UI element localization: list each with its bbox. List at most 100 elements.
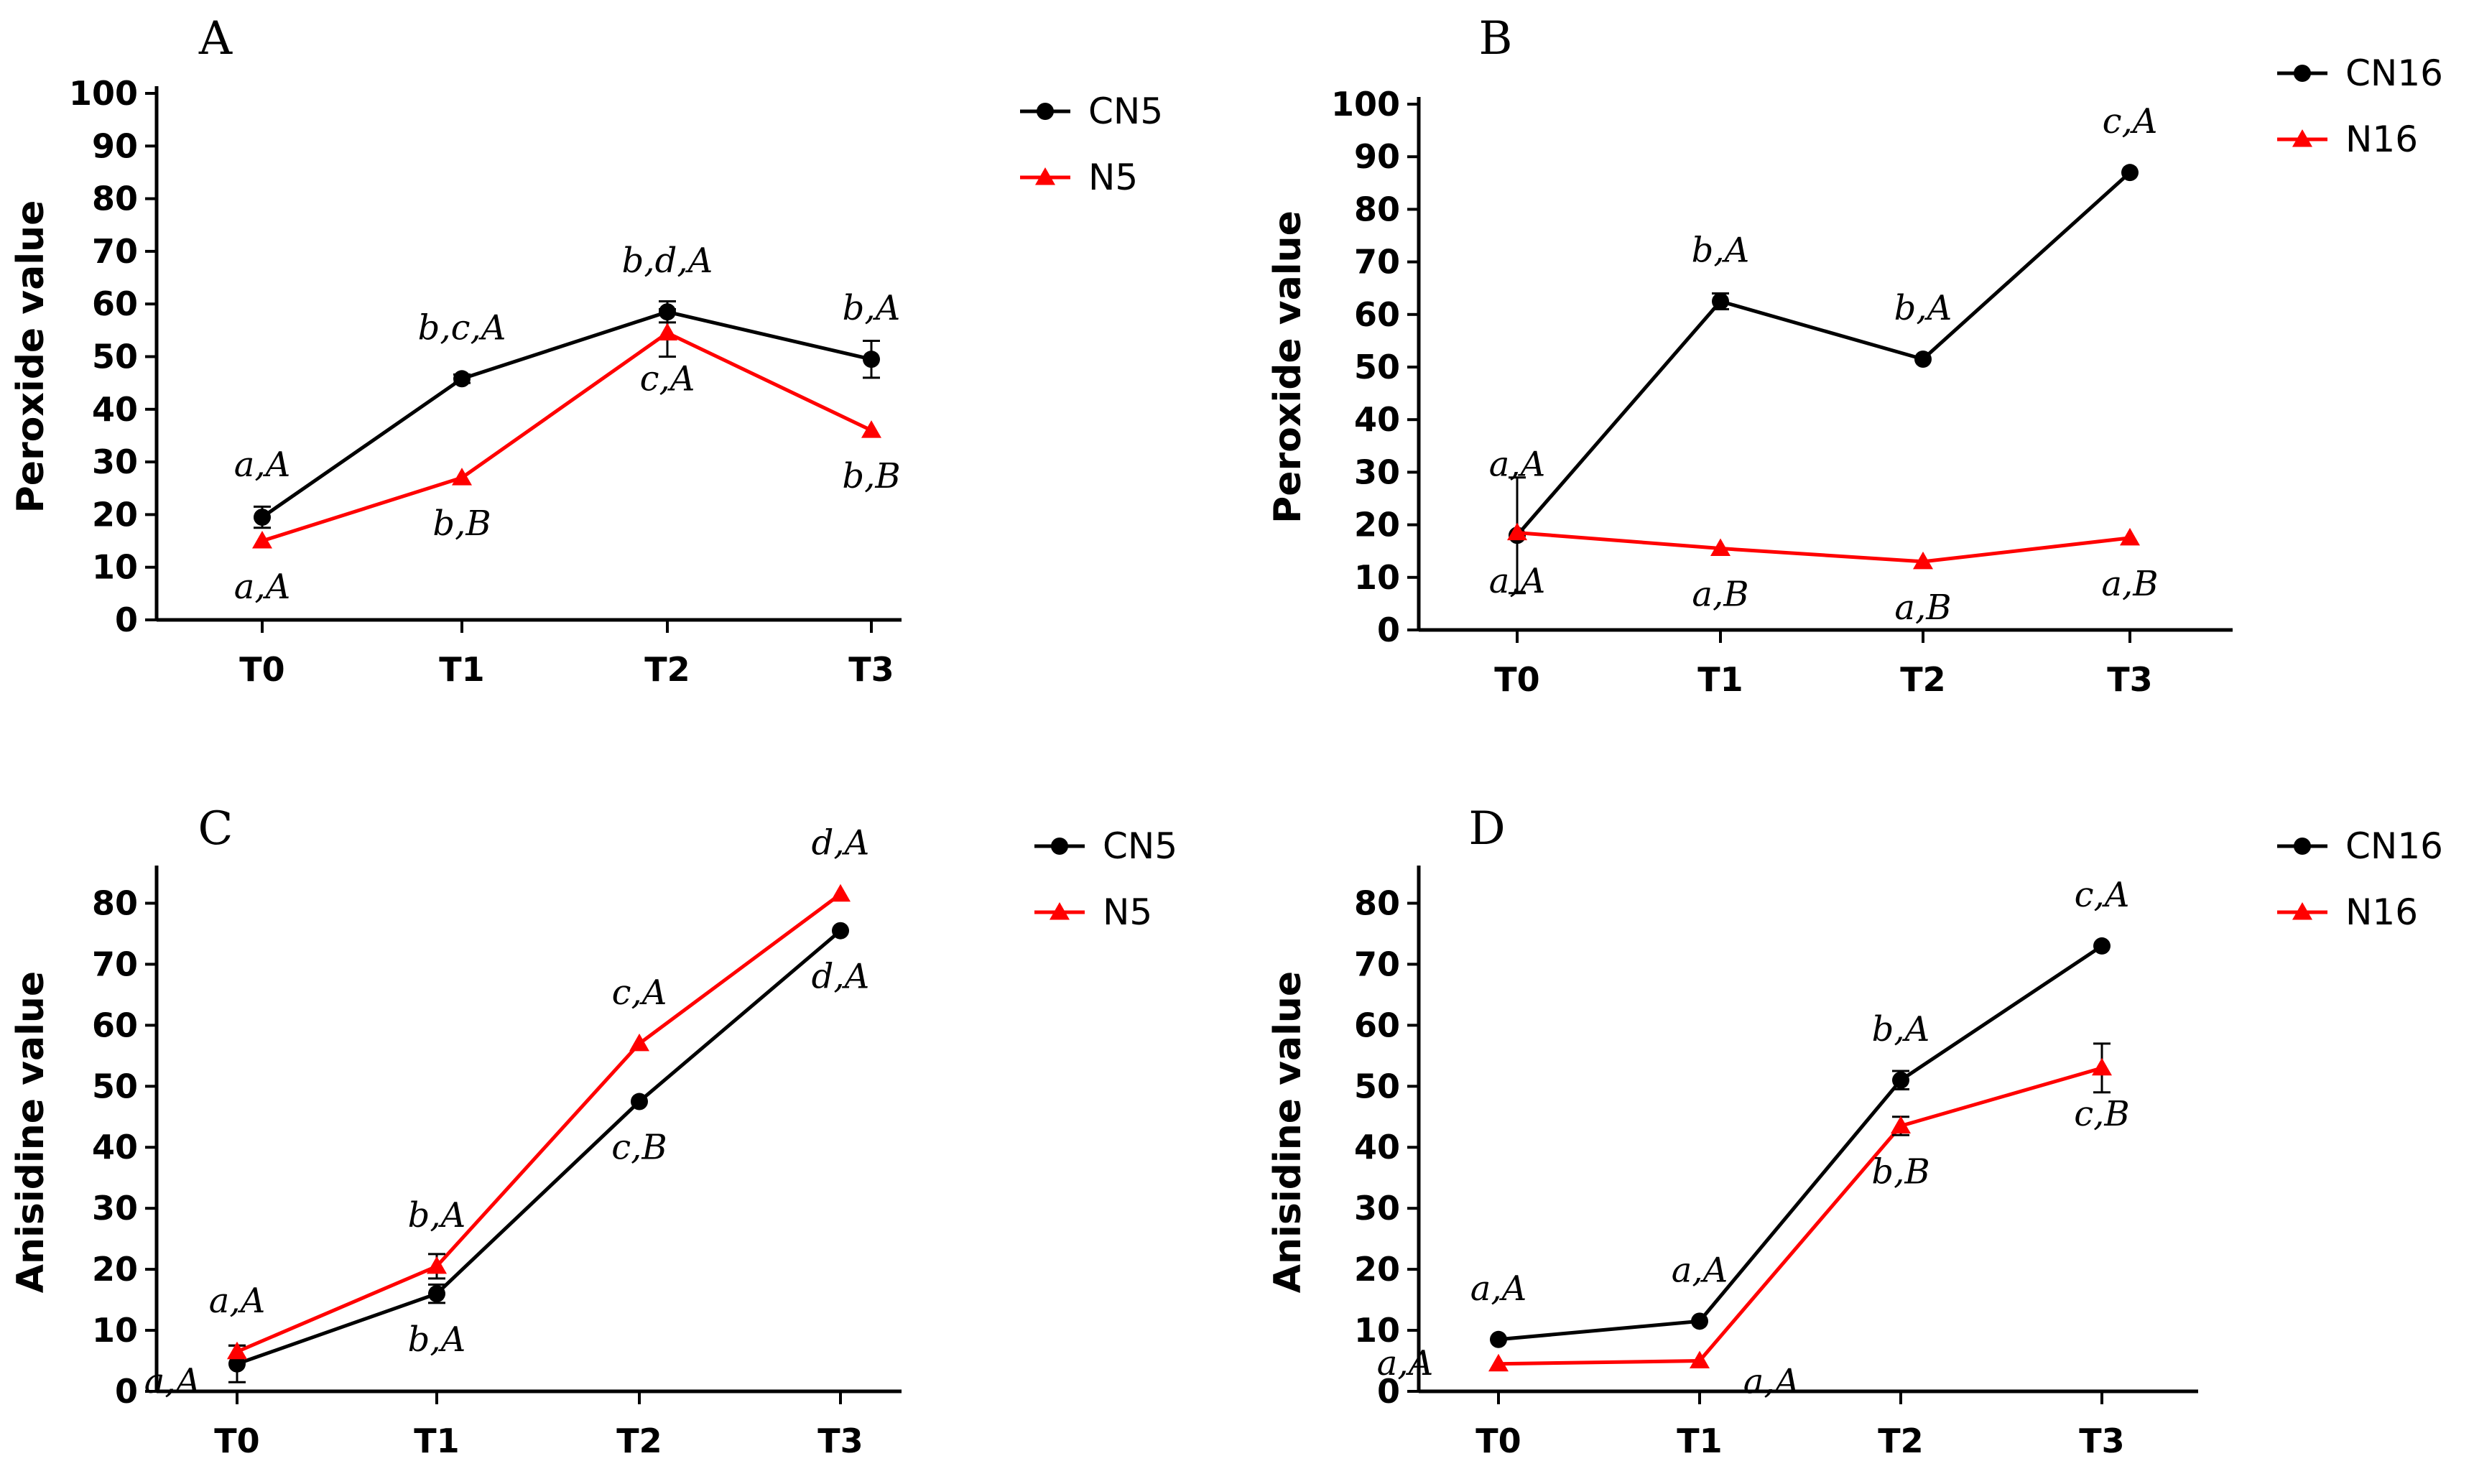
data-point [254,509,271,527]
panel-label: D [1468,802,1505,855]
x-tick-label: T3 [2079,1422,2124,1460]
significance-label: a,A [1489,561,1546,601]
y-tick-label: 100 [69,74,138,113]
y-tick-label: 20 [92,495,138,534]
data-point [427,1256,447,1274]
data-point [1488,1353,1509,1372]
x-tick-label: T1 [1697,660,1743,699]
significance-label: a,A [234,445,291,485]
significance-label: c,B [2074,1094,2129,1134]
y-tick-label: 0 [115,1372,138,1411]
significance-label: c,A [612,973,667,1013]
data-point [832,922,849,940]
significance-label: b,A [1692,231,1750,271]
significance-label: a,B [1692,575,1748,615]
data-point [453,370,471,388]
data-point [1892,1071,1909,1089]
data-point [861,420,881,438]
data-point [830,884,851,902]
significance-label: a,A [1377,1343,1434,1383]
data-point [227,1341,247,1360]
x-tick-label: T1 [414,1422,459,1460]
significance-label: b,B [1871,1152,1929,1192]
data-point [1507,522,1527,541]
series-N16: a,B a,B a,B [1507,522,2159,628]
significance-label: a,A [1743,1362,1800,1402]
legend: CN16 N16 [2277,825,2443,933]
y-tick-label: 30 [1354,453,1400,491]
x-tick-label: T0 [1494,660,1539,699]
legend: CN5 N5 [1020,91,1163,198]
y-tick-label: 60 [92,1006,138,1044]
x-tick-label: T0 [239,650,284,689]
y-tick-label: 0 [115,600,138,639]
significance-label: a,B [1894,588,1951,628]
y-tick-label: 10 [92,1311,138,1350]
series-line [236,892,842,1354]
series-N5: a,A b,A c,A d,A [209,823,869,1360]
series-line [1498,1066,2103,1366]
legend-marker [2294,838,2311,855]
y-tick-label: 30 [92,442,138,481]
significance-label: a,A [1470,1269,1527,1309]
significance-label: b,A [1894,288,1952,328]
series-line [261,330,873,543]
legend-marker [1051,838,1068,855]
series-CN5: a,A b,A c,B d,A [144,922,870,1401]
significance-label: b,d,A [622,241,713,281]
data-point [1490,1330,1507,1348]
data-point [631,1093,648,1110]
y-tick-label: 10 [92,548,138,587]
y-tick-label: 60 [1354,1006,1400,1044]
legend-label: N5 [1088,157,1138,198]
y-tick-label: 20 [1354,1250,1400,1289]
y-axis-title: Anisidine value [1266,971,1310,1293]
y-tick-label: 40 [92,1128,138,1167]
data-point [1891,1116,1911,1134]
legend-label: CN16 [2345,825,2443,867]
data-point [1914,351,1932,368]
legend-label: CN5 [1103,825,1177,867]
significance-label: b,A [408,1195,466,1235]
y-tick-label: 70 [92,232,138,271]
legend: CN5 N5 [1034,825,1177,933]
y-tick-label: 20 [1354,506,1400,544]
significance-label: b,B [842,456,900,496]
y-tick-label: 50 [92,1067,138,1105]
y-tick-label: 80 [1354,884,1400,922]
legend-marker [2292,902,2312,920]
x-tick-label: T3 [817,1422,863,1460]
y-tick-label: 30 [92,1189,138,1228]
significance-label: a,A [144,1361,201,1401]
significance-label: b,c,A [418,307,506,348]
data-point [1691,1312,1708,1330]
significance-label: c,A [2103,101,2158,142]
series-line [1516,531,2131,564]
y-axis-title: Peroxide value [1266,210,1310,524]
x-tick-label: T3 [848,650,894,689]
y-tick-label: 100 [1331,85,1400,124]
x-tick-label: T0 [1475,1422,1521,1460]
data-point [1712,292,1729,310]
x-tick-label: T2 [1900,660,1945,699]
legend-marker [1037,103,1054,120]
significance-label: a,A [1489,444,1546,484]
data-point [1690,1350,1710,1369]
series-CN16: a,A a,A b,A c,A [1470,875,2129,1348]
y-tick-label: 30 [1354,1189,1400,1228]
y-tick-label: 10 [1354,558,1400,597]
data-point [657,323,677,341]
significance-label: d,A [812,957,870,997]
legend-label: N5 [1103,891,1152,933]
significance-label: b,A [408,1320,466,1360]
panel-label: B [1478,12,1512,65]
data-point [452,468,472,486]
data-point [629,1033,649,1052]
series-line [1498,944,2103,1342]
x-tick-label: T3 [2107,660,2152,699]
significance-label: b,A [843,288,901,328]
chart-panel-D: D 0 10 20 30 40 50 60 70 80 T0 T1 T2 T3 Anisidine valu… [1266,802,2443,1460]
significance-label: c,A [640,359,695,399]
significance-label: b,A [1872,1009,1930,1049]
chart-panel-C: C 0 10 20 30 40 50 60 70 80 T0 T1 T2 T3 Anisidine valu… [9,802,1177,1460]
